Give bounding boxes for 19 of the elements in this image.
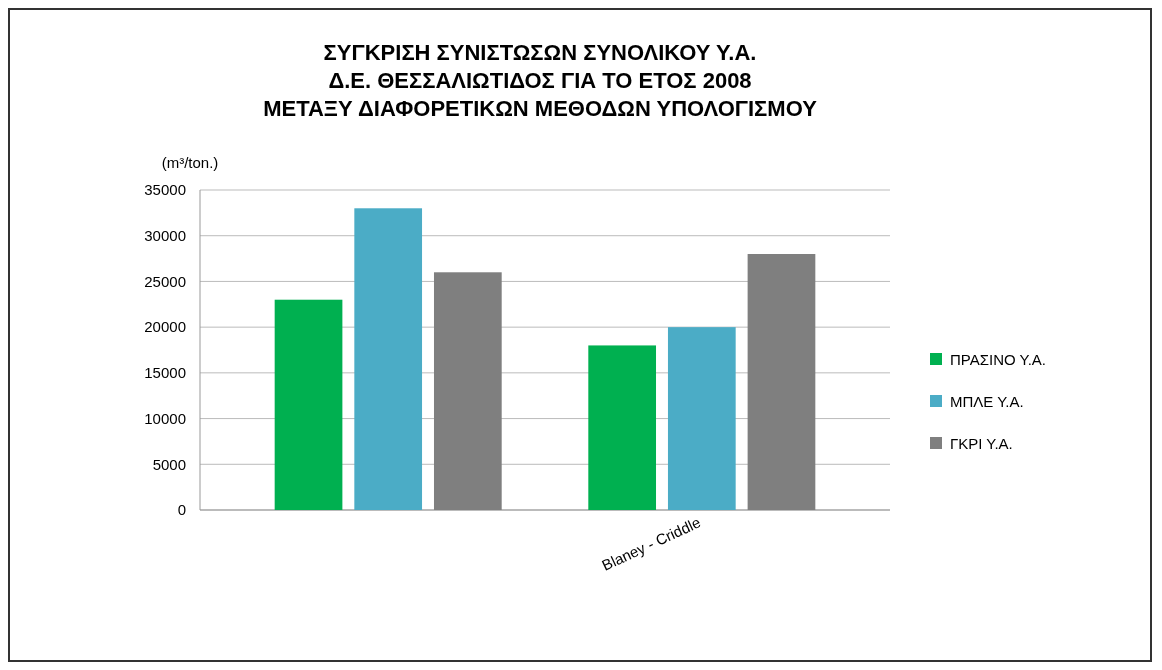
bar <box>588 345 657 510</box>
y-tick-label: 30000 <box>144 226 186 244</box>
legend-label: ΓΚΡΙ Υ.Α. <box>950 435 1013 453</box>
y-tick-label: 25000 <box>144 272 186 290</box>
y-tick-label: 0 <box>177 501 186 519</box>
y-tick-label: 5000 <box>152 455 186 473</box>
y-axis-title: (m³/ton.) <box>161 154 219 171</box>
legend-label: ΜΠΛΕ Υ.Α. <box>950 393 1024 411</box>
y-tick-label: 35000 <box>144 181 186 199</box>
y-tick-label: 10000 <box>144 409 186 427</box>
y-tick-label: 20000 <box>144 318 186 336</box>
bar <box>354 208 423 510</box>
y-tick-label: 15000 <box>144 364 186 382</box>
bar <box>747 254 816 510</box>
chart-title: ΣΥΓΚΡΙΣΗ ΣΥΝΙΣΤΩΣΩΝ ΣΥΝΟΛΙΚΟΥ Υ.Α. Δ.Ε. ΘΕΣΣΑΛΙΩΤΙΔΟΣ ΓΙΑ ΤΟ ΕΤΟΣ 2008 ΜΕΤΑΞΥ ΔΙΑΦΟΡΕΤΙΚΩΝ ΜΕΘΟΔΩΝ ΥΠΟΛΟΓΙΣΜΟΥ <box>263 40 818 121</box>
bar <box>667 327 736 510</box>
bar <box>274 299 343 510</box>
legend-label: ΠΡΑΣΙΝΟ Υ.Α. <box>950 351 1046 369</box>
bar <box>433 272 502 510</box>
